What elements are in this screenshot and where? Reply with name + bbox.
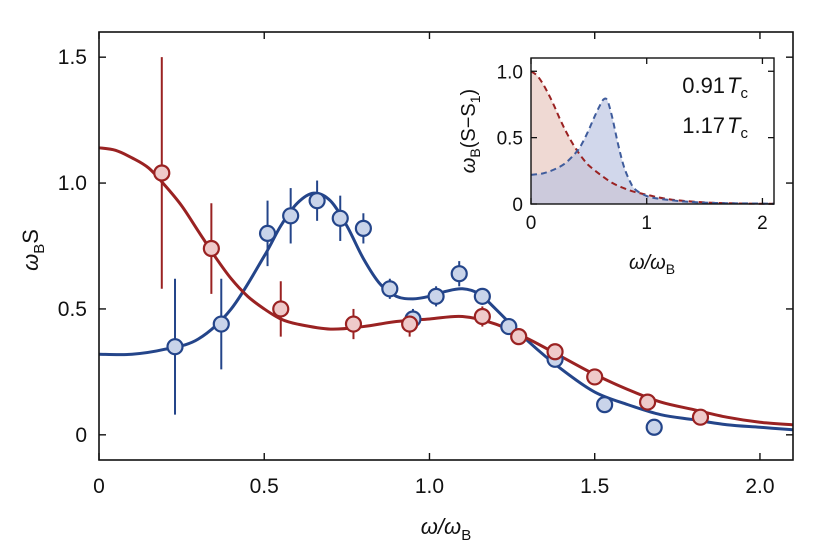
x-tick-label-2: 1.0 [415,475,444,498]
data-point-series-0-point-14 [596,396,614,414]
data-point-series-1-point-6 [510,328,528,346]
legend-entry-1-17tc: 1.17Tc [682,113,748,142]
inset-y-tick-label-1: 0.5 [497,129,523,150]
inset-y-tick-label-2: 1.0 [497,62,523,83]
inset-x-axis-label: ω/ωB [629,252,675,277]
inset-x-tick-label-1: 1 [641,213,652,234]
data-point-series-1-point-3 [344,315,363,333]
data-point-series-1-point-7 [546,343,564,361]
inset-frame [530,57,775,205]
x-tick-label-4: 2.0 [745,475,774,498]
inset-y-tick-label-0: 0 [512,195,523,216]
data-point-series-1-point-9 [638,393,657,411]
main-y-axis-label: ωBS [18,229,48,271]
data-point-series-1-point-4 [401,315,419,333]
y-tick-label-2: 1.0 [58,172,87,195]
x-tick-label-0: 0 [93,475,105,498]
main-x-axis-label: ω/ωB [421,514,471,544]
main-axis-ticks: 0 0.5 1.0 1.5 2.0 0 0.5 1.0 1.5 [58,32,793,498]
data-point-series-1-point-5 [473,307,491,326]
y-tick-label-1: 0.5 [58,298,87,321]
main-plot-frame [98,31,794,461]
data-point-series-0-point-15 [645,418,663,436]
main-data-points [153,57,710,436]
data-point-series-1-point-0 [153,164,171,182]
inset-y-axis-label: ωB(S−S1) [458,89,483,173]
data-point-series-0-point-6 [354,219,372,237]
data-point-series-0-point-1 [212,315,230,333]
data-point-series-0-point-10 [450,265,468,283]
inset-axis-ticks: 0 1 2 0 0.5 1.0 [497,58,774,234]
legend-entry-0-91tc: 0.91Tc [682,73,748,102]
inset-dashed-line-series-1 [530,97,775,205]
data-point-series-0-point-0 [166,338,184,356]
main-plot: 0 0.5 1.0 1.5 2.0 0 0.5 1.0 1.5 ω/ωB ωBS [18,31,794,544]
data-point-series-0-point-4 [308,192,326,210]
data-point-series-0-point-5 [331,209,349,227]
x-tick-label-3: 1.5 [580,475,609,498]
y-tick-label-0: 0 [75,424,87,447]
inset-plot: 0 1 2 0 0.5 1.0 ω/ωB ωB(S−S1) 0.91Tc 1.17Tc [458,57,775,277]
data-point-series-0-point-3 [282,207,300,225]
x-tick-label-1: 0.5 [250,475,279,498]
data-point-series-1-point-2 [272,300,290,318]
y-tick-label-3: 1.5 [58,46,87,69]
inset-x-tick-label-2: 2 [757,213,768,234]
data-point-series-1-point-10 [691,408,710,426]
data-point-series-0-point-7 [381,280,399,298]
data-point-series-0-point-11 [473,287,491,305]
inset-x-tick-label-0: 0 [526,213,537,234]
data-point-series-1-point-1 [202,239,220,258]
data-point-series-1-point-8 [586,368,604,386]
data-point-series-0-point-12 [500,317,518,336]
inset-shaded-areas [530,70,775,205]
fit-curve-series-0 [98,191,794,432]
data-point-series-0-point-9 [427,287,445,305]
data-point-series-0-point-2 [258,224,277,243]
